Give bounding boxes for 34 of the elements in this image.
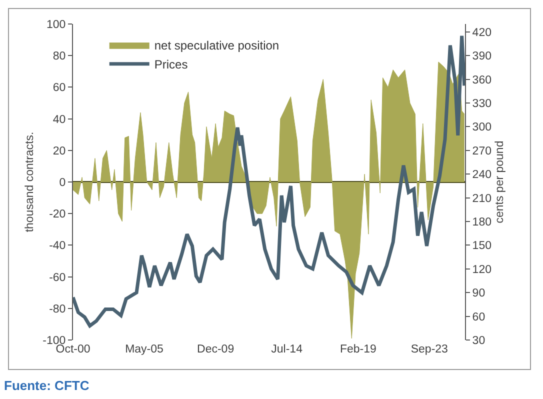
y2-tick-label: 300 xyxy=(472,122,492,134)
y-tick-label: 40 xyxy=(52,114,66,126)
y-tick-label: -60 xyxy=(49,272,66,284)
y2-tick-label: 180 xyxy=(472,216,492,229)
y2-tick-label: 420 xyxy=(472,26,492,39)
y-tick-label: 20 xyxy=(52,145,66,158)
y-tick-label: 60 xyxy=(52,82,66,94)
y2-tick-label: 270 xyxy=(472,145,492,158)
y2-tick-label: 390 xyxy=(472,50,492,63)
x-tick-label: May-05 xyxy=(125,344,164,356)
x-tick-label: Sep-23 xyxy=(410,344,448,356)
y2-tick-label: 120 xyxy=(472,264,492,276)
legend-label: net speculative position xyxy=(154,38,280,52)
x-tick-label: Dec-09 xyxy=(197,344,234,356)
y-tick-label: 80 xyxy=(52,50,66,63)
source-note: Fuente: CFTC xyxy=(4,378,90,393)
y2-tick-label: 90 xyxy=(472,288,486,300)
y2-tick-label: 30 xyxy=(472,335,486,348)
y2-tick-label: 360 xyxy=(472,74,492,86)
y2-tick-label: 240 xyxy=(472,169,492,182)
y-tick-label: 100 xyxy=(46,19,66,32)
x-tick-label: Jul-14 xyxy=(271,344,304,356)
y-axis-title: thousand contracts. xyxy=(24,132,36,232)
y-tick-label: -40 xyxy=(49,240,66,252)
y-tick-label: -20 xyxy=(49,208,66,221)
y2-tick-label: 330 xyxy=(472,98,492,110)
x-tick-label: Feb-19 xyxy=(340,344,376,356)
legend-label: Prices xyxy=(154,58,188,72)
y2-tick-label: 60 xyxy=(472,311,486,324)
y2-tick-label: 150 xyxy=(472,240,492,252)
y-tick-label: 0 xyxy=(59,177,66,190)
y-tick-label: -80 xyxy=(49,303,66,316)
y2-axis-title: cents per pound xyxy=(494,140,506,224)
y2-tick-label: 210 xyxy=(472,192,492,205)
